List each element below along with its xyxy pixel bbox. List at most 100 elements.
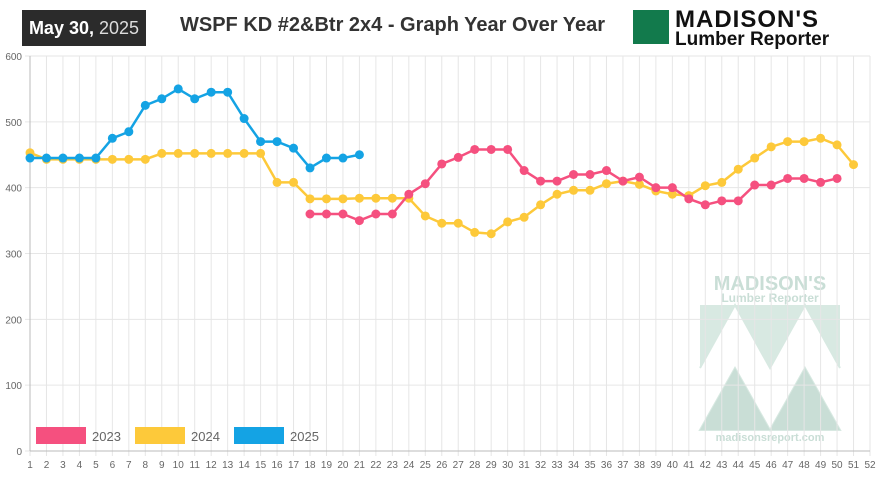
data-point-2023 xyxy=(420,179,430,189)
data-point-2025 xyxy=(272,137,282,147)
date-badge: May 30, 2025 xyxy=(22,10,146,46)
data-point-2024 xyxy=(321,194,331,204)
chart-title: WSPF KD #2&Btr 2x4 - Graph Year Over Yea… xyxy=(180,14,606,36)
data-point-2023 xyxy=(651,183,661,193)
data-point-2024 xyxy=(667,189,677,199)
x-tick-label: 28 xyxy=(469,460,481,471)
data-point-2025 xyxy=(124,127,134,137)
data-point-2024 xyxy=(634,179,644,189)
data-point-2025 xyxy=(25,153,35,163)
data-point-2024 xyxy=(470,227,480,237)
x-tick-label: 45 xyxy=(749,460,761,471)
data-point-2025 xyxy=(206,87,216,97)
data-point-2024 xyxy=(157,148,167,158)
x-tick-label: 10 xyxy=(173,460,185,471)
legend-swatch-2025 xyxy=(234,427,284,444)
logo-line2: Lumber Reporter xyxy=(675,29,830,50)
x-tick-label: 20 xyxy=(337,460,349,471)
logo-line1: MADISON'S xyxy=(675,6,820,33)
legend-swatch-2023 xyxy=(36,427,86,444)
data-point-2025 xyxy=(289,143,299,153)
data-point-2024 xyxy=(700,181,710,191)
data-point-2024 xyxy=(552,189,562,199)
x-tick-label: 3 xyxy=(60,460,66,471)
x-tick-label: 21 xyxy=(354,460,366,471)
x-tick-label: 50 xyxy=(831,460,843,471)
x-tick-label: 12 xyxy=(206,460,218,471)
data-point-2023 xyxy=(453,152,463,162)
data-point-2023 xyxy=(338,209,348,219)
y-tick-label: 300 xyxy=(5,250,22,261)
y-tick-label: 500 xyxy=(5,118,22,129)
x-tick-label: 47 xyxy=(782,460,794,471)
x-tick-label: 37 xyxy=(617,460,629,471)
data-point-2023 xyxy=(354,216,364,226)
data-point-2023 xyxy=(470,144,480,154)
x-tick-label: 35 xyxy=(584,460,596,471)
data-point-2024 xyxy=(371,193,381,203)
data-point-2023 xyxy=(371,209,381,219)
x-tick-label: 7 xyxy=(126,460,132,471)
data-point-2024 xyxy=(486,229,496,239)
data-point-2024 xyxy=(239,148,249,158)
data-point-2024 xyxy=(437,218,447,228)
data-point-2023 xyxy=(569,170,579,179)
data-point-2024 xyxy=(173,148,183,158)
data-point-2024 xyxy=(733,164,743,174)
watermark-line1: MADISON'S xyxy=(714,273,827,295)
data-point-2023 xyxy=(321,209,331,219)
x-tick-label: 31 xyxy=(519,460,531,471)
data-point-2024 xyxy=(585,185,595,195)
x-tick-label: 43 xyxy=(716,460,728,471)
x-tick-label: 29 xyxy=(486,460,498,471)
data-point-2024 xyxy=(453,218,463,228)
data-point-2024 xyxy=(206,148,216,158)
data-point-2024 xyxy=(783,137,793,147)
x-tick-label: 46 xyxy=(766,460,778,471)
data-point-2025 xyxy=(58,153,68,163)
data-point-2024 xyxy=(107,154,117,164)
data-point-2024 xyxy=(305,194,315,204)
x-tick-label: 5 xyxy=(93,460,99,471)
data-point-2024 xyxy=(799,137,809,147)
data-point-2024 xyxy=(338,194,348,204)
data-point-2023 xyxy=(503,144,513,154)
legend-label-2024: 2024 xyxy=(191,429,220,444)
y-tick-label: 200 xyxy=(5,315,22,326)
x-tick-label: 39 xyxy=(650,460,662,471)
y-tick-label: 100 xyxy=(5,381,22,392)
data-point-2023 xyxy=(733,196,743,206)
data-point-2025 xyxy=(256,137,266,147)
x-tick-label: 1 xyxy=(27,460,33,471)
data-point-2023 xyxy=(552,176,562,186)
watermark-lower-icon xyxy=(700,368,840,430)
data-point-2025 xyxy=(321,153,331,163)
data-point-2024 xyxy=(569,185,579,195)
x-tick-label: 42 xyxy=(700,460,712,471)
data-point-2024 xyxy=(750,153,760,163)
data-point-2024 xyxy=(832,140,842,150)
watermark-url: madisonsreport.com xyxy=(716,432,825,444)
data-point-2023 xyxy=(585,170,595,179)
data-point-2023 xyxy=(536,176,546,186)
y-tick-label: 600 xyxy=(5,52,22,63)
data-point-2024 xyxy=(849,160,859,170)
data-point-2024 xyxy=(223,148,233,158)
x-tick-label: 18 xyxy=(304,460,316,471)
x-tick-label: 6 xyxy=(110,460,116,471)
x-tick-label: 52 xyxy=(864,460,876,471)
data-point-2025 xyxy=(91,153,101,163)
data-point-2024 xyxy=(124,154,134,164)
data-point-2023 xyxy=(816,177,826,187)
x-tick-label: 49 xyxy=(815,460,827,471)
x-tick-label: 25 xyxy=(420,460,432,471)
data-point-2025 xyxy=(305,163,315,173)
legend-label-2023: 2023 xyxy=(92,429,121,444)
data-point-2023 xyxy=(783,173,793,183)
x-tick-label: 34 xyxy=(568,460,580,471)
data-point-2025 xyxy=(157,94,167,104)
x-tick-label: 23 xyxy=(387,460,399,471)
x-tick-label: 8 xyxy=(143,460,149,471)
x-tick-label: 48 xyxy=(799,460,811,471)
